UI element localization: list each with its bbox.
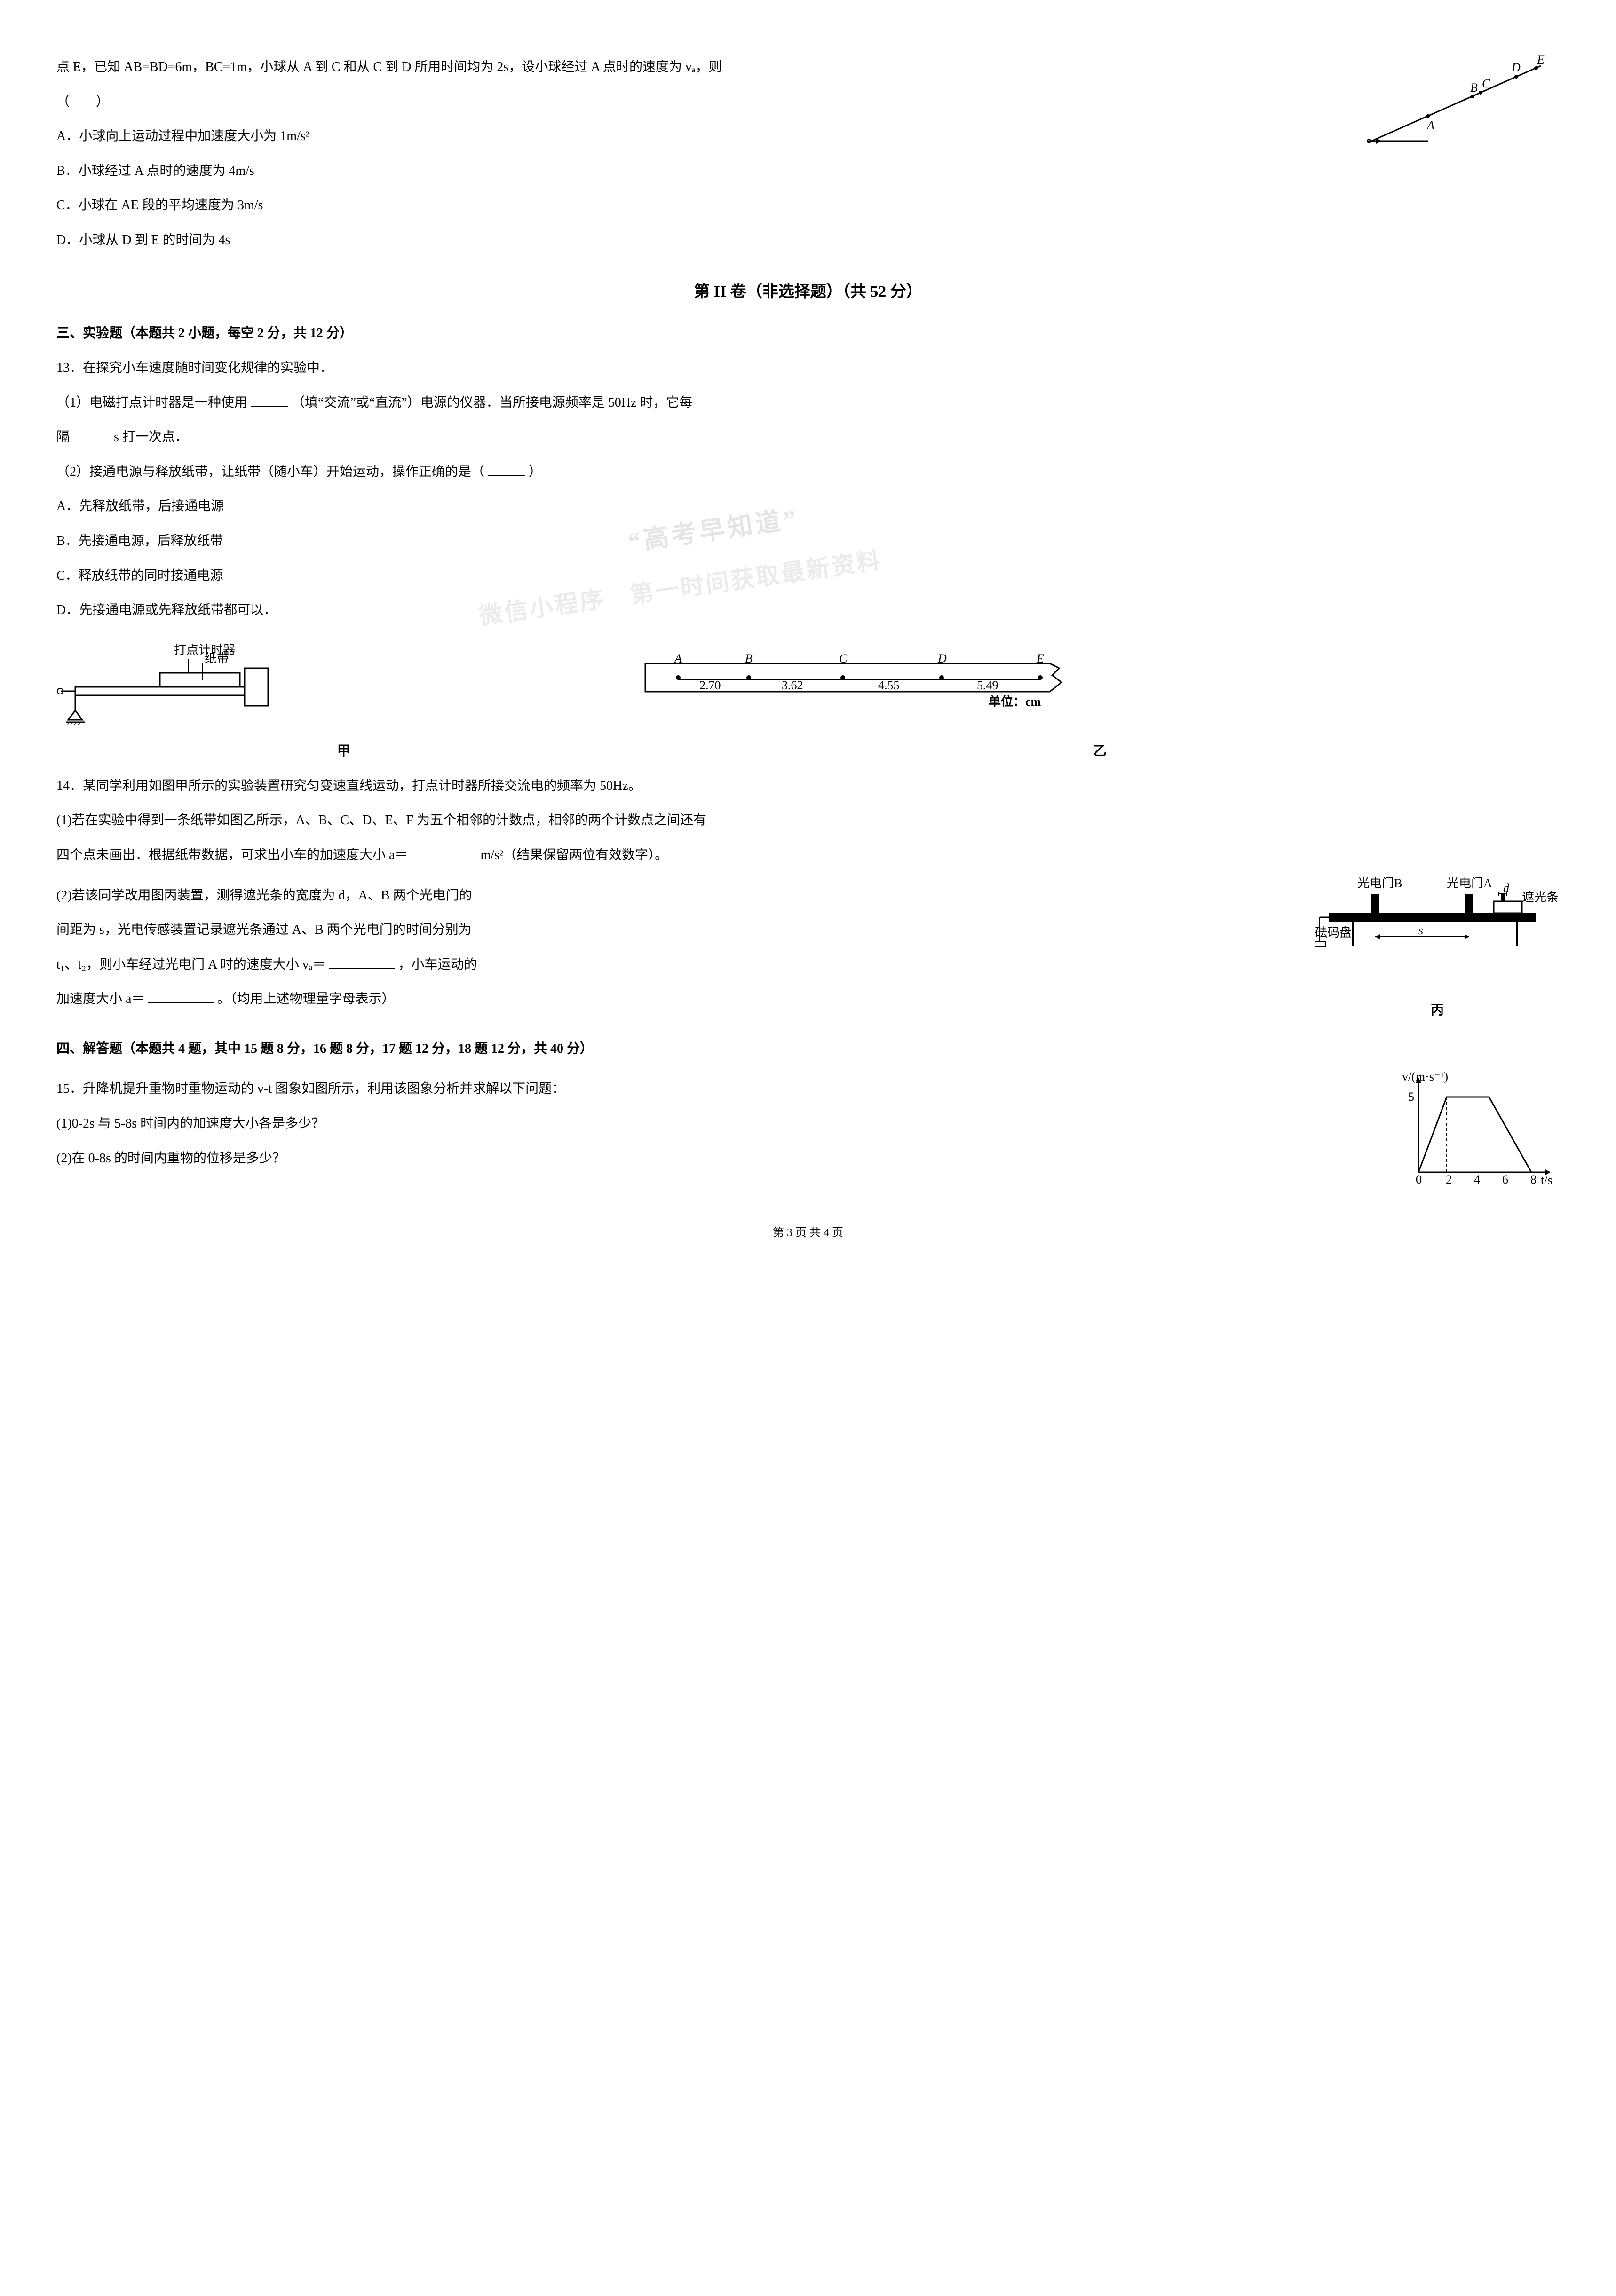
tape-pt-D: D bbox=[937, 652, 947, 665]
q14-p2a: (2)若该同学改用图丙装置，测得遮光条的宽度为 d，A、B 两个光电门的 bbox=[56, 881, 1306, 910]
q13-option-a: A．先释放纸带，后接通电源 bbox=[56, 492, 1560, 521]
q13-p1d: s 打一次点． bbox=[114, 430, 188, 444]
q14-stem: 14．某同学利用如图甲所示的实验装置研究匀变速直线运动，打点计时器所接交流电的频… bbox=[56, 772, 1560, 801]
q13-option-d: D．先接通电源或先释放纸带都可以． bbox=[56, 596, 1560, 625]
q12-option-a: A．小球向上运动过程中加速度大小为 1m/s² bbox=[56, 122, 1353, 151]
q13-p2: （2）接通电源与释放纸带，让纸带（随小车）开始运动，操作正确的是（ ） bbox=[56, 458, 1560, 487]
q14-p2b: 间距为 s，光电传感装置记录遮光条通过 A、B 两个光电门的时间分别为 bbox=[56, 915, 1306, 945]
q12-paren: （ ） bbox=[56, 87, 1353, 117]
fig-jia-caption: 甲 bbox=[56, 737, 631, 766]
blank-ac-dc bbox=[251, 393, 288, 407]
x-tick-2: 2 bbox=[1446, 1173, 1452, 1186]
q14-p1b-line: 四个点未画出．根据纸带数据，可求出小车的加速度大小 a＝ m/s²（结果保留两位… bbox=[56, 841, 1560, 870]
q13-p1a: （1）电磁打点计时器是一种使用 bbox=[56, 395, 247, 410]
dist-2: 3.62 bbox=[782, 679, 803, 692]
x-tick-8: 8 bbox=[1530, 1173, 1537, 1186]
q13-p1c: 隔 bbox=[56, 430, 70, 444]
dist-3: 4.55 bbox=[878, 679, 900, 692]
q14-p1c: m/s²（结果保留两位有效数字）。 bbox=[480, 848, 668, 862]
q14-p1a: (1)若在实验中得到一条纸带如图乙所示，A、B、C、D、E、F 为五个相邻的计数… bbox=[56, 806, 1560, 835]
x-tick-6: 6 bbox=[1502, 1173, 1508, 1186]
label-D: D bbox=[1511, 61, 1521, 74]
label-B: B bbox=[1470, 81, 1478, 95]
q14-part2-row: (2)若该同学改用图丙装置，测得遮光条的宽度为 d，A、B 两个光电门的 间距为… bbox=[56, 876, 1560, 1025]
y-axis-label: v/(m·s⁻¹) bbox=[1402, 1070, 1448, 1083]
label-E: E bbox=[1537, 53, 1545, 67]
section3-heading: 三、实验题（本题共 2 小题，每空 2 分，共 12 分） bbox=[56, 319, 1560, 348]
q13-p1: （1）电磁打点计时器是一种使用 （填“交流”或“直流”）电源的仪器．当所接电源频… bbox=[56, 388, 1560, 418]
q12-option-b: B．小球经过 A 点时的速度为 4m/s bbox=[56, 157, 1353, 186]
fig-yi: A B C D E 2.70 3.62 4.55 5.49 单位：cm 乙 bbox=[641, 649, 1560, 766]
q12-option-c: C．小球在 AE 段的平均速度为 3m/s bbox=[56, 191, 1353, 220]
q12-diagram: A B C D E bbox=[1362, 47, 1560, 161]
blank-va bbox=[329, 955, 395, 969]
x-axis-label: t/s bbox=[1541, 1173, 1553, 1187]
fig-jia: 打点计时器 纸带 甲 bbox=[56, 631, 631, 766]
q13-option-c: C．释放纸带的同时接通电源 bbox=[56, 561, 1560, 591]
x-tick-4: 4 bbox=[1474, 1173, 1480, 1186]
label-gateA: 光电门A bbox=[1447, 876, 1492, 890]
label-C: C bbox=[1482, 77, 1490, 90]
tape-pt-E: E bbox=[1036, 652, 1044, 665]
tape-unit: 单位：cm bbox=[989, 694, 1041, 709]
q14-p2c-line: t₁、t₂，则小车经过光电门 A 时的速度大小 vₐ＝ ，小车运动的 bbox=[56, 950, 1306, 979]
label-tape: 纸带 bbox=[205, 652, 229, 665]
dist-1: 2.70 bbox=[699, 679, 721, 692]
q12-option-d: D．小球从 D 到 E 的时间为 4s bbox=[56, 226, 1353, 255]
label-strip: 遮光条 bbox=[1522, 891, 1559, 904]
page-footer: 第 3 页 共 4 页 bbox=[56, 1221, 1560, 1246]
label-gateB: 光电门B bbox=[1357, 876, 1402, 890]
y-tick-5: 5 bbox=[1408, 1090, 1414, 1104]
tape-pt-A: A bbox=[673, 652, 682, 665]
dist-4: 5.49 bbox=[977, 679, 998, 692]
q15-block: 15．升降机提升重物时重物运动的 v-t 图象如图所示，利用该图象分析并求解以下… bbox=[56, 1069, 1560, 1202]
q13-p2b: ） bbox=[529, 465, 542, 479]
page: “高考早知道” 微信小程序 第一时间获取最新资料 点 E，已知 AB=BD=6m… bbox=[56, 47, 1560, 1246]
q13-p1-line2: 隔 s 打一次点． bbox=[56, 423, 1560, 452]
label-s: s bbox=[1418, 923, 1423, 937]
q14-p2e-line: 加速度大小 a＝ 。（均用上述物理量字母表示） bbox=[56, 985, 1306, 1014]
tape-pt-B: B bbox=[745, 652, 753, 665]
tape-pt-C: C bbox=[839, 652, 848, 665]
part2-title: 第 II 卷（非选择题）（共 52 分） bbox=[56, 275, 1560, 310]
q14-p2d: ，小车运动的 bbox=[398, 957, 477, 972]
q15-stem: 15．升降机提升重物时重物运动的 v-t 图象如图所示，利用该图象分析并求解以下… bbox=[56, 1074, 1390, 1104]
q12-block: 点 E，已知 AB=BD=6m，BC=1m，小球从 A 到 C 和从 C 到 D… bbox=[56, 47, 1560, 260]
q14-p2e: 加速度大小 a＝ bbox=[56, 992, 144, 1006]
q15-graph: v/(m·s⁻¹) t/s 5 0 2 4 6 8 bbox=[1400, 1069, 1560, 1202]
section4-heading: 四、解答题（本题共 4 题，其中 15 题 8 分，16 题 8 分，17 题 … bbox=[56, 1034, 1560, 1064]
q14-p2f: 。（均用上述物理量字母表示） bbox=[217, 992, 395, 1006]
x-tick-0: 0 bbox=[1416, 1173, 1422, 1186]
blank-interval bbox=[73, 427, 111, 441]
q15-p1: (1)0-2s 与 5-8s 时间内的加速度大小各是多少？ bbox=[56, 1109, 1390, 1138]
label-weight: 砝码盘 bbox=[1315, 926, 1352, 939]
q15-p2: (2)在 0-8s 的时间内重物的位移是多少？ bbox=[56, 1144, 1390, 1173]
fig-bing: 光电门B 光电门A 遮光条 d 砝码盘 bbox=[1315, 876, 1560, 1025]
q14-p2c: t₁、t₂，则小车经过光电门 A 时的速度大小 vₐ＝ bbox=[56, 957, 325, 972]
blank-accel bbox=[411, 845, 477, 859]
fig-yi-caption: 乙 bbox=[641, 737, 1560, 766]
q14-p1b: 四个点未画出．根据纸带数据，可求出小车的加速度大小 a＝ bbox=[56, 848, 408, 862]
blank-a2 bbox=[148, 989, 214, 1003]
blank-choice bbox=[488, 462, 525, 476]
q13-p1b: （填“交流”或“直流”）电源的仪器．当所接电源频率是 50Hz 时，它每 bbox=[292, 395, 692, 410]
q13-stem: 13．在探究小车速度随时间变化规律的实验中． bbox=[56, 354, 1560, 383]
q12-stem: 点 E，已知 AB=BD=6m，BC=1m，小球从 A 到 C 和从 C 到 D… bbox=[56, 53, 1353, 82]
q13-option-b: B．先接通电源，后释放纸带 bbox=[56, 527, 1560, 556]
q13-p2a: （2）接通电源与释放纸带，让纸带（随小车）开始运动，操作正确的是（ bbox=[56, 465, 484, 479]
label-A: A bbox=[1426, 118, 1434, 132]
fig-bing-caption: 丙 bbox=[1315, 996, 1560, 1025]
